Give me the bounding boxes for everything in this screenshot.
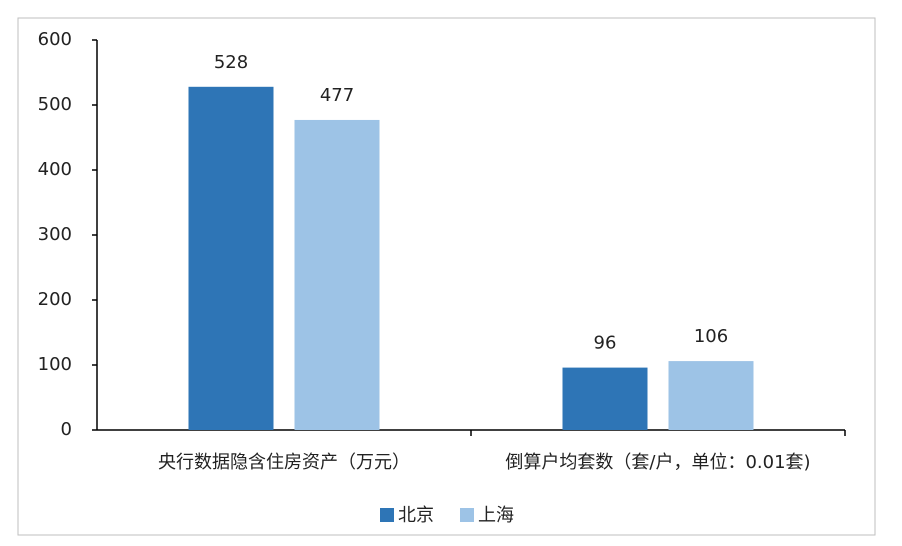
legend-label: 上海 bbox=[478, 505, 514, 526]
x-tick-label: 倒算户均套数（套/户，单位：0.01套) bbox=[505, 452, 810, 473]
y-tick-label: 0 bbox=[61, 419, 72, 440]
data-label: 528 bbox=[214, 52, 248, 73]
legend-swatch bbox=[460, 508, 474, 522]
bar bbox=[668, 361, 754, 430]
y-tick-label: 600 bbox=[38, 29, 72, 50]
bar bbox=[188, 86, 274, 431]
y-tick-label: 200 bbox=[38, 289, 72, 310]
legend-swatch bbox=[380, 508, 394, 522]
data-label: 96 bbox=[594, 333, 617, 354]
bar bbox=[562, 367, 648, 430]
legend-label: 北京 bbox=[398, 505, 434, 526]
x-tick-label: 央行数据隐含住房资产（万元） bbox=[158, 452, 410, 473]
y-tick-label: 100 bbox=[38, 354, 72, 375]
chart-border bbox=[17, 17, 876, 536]
data-label: 477 bbox=[320, 85, 354, 106]
bar bbox=[294, 119, 380, 430]
y-tick-label: 400 bbox=[38, 159, 72, 180]
y-tick-label: 300 bbox=[38, 224, 72, 245]
data-label: 106 bbox=[694, 326, 728, 347]
y-tick-label: 500 bbox=[38, 94, 72, 115]
